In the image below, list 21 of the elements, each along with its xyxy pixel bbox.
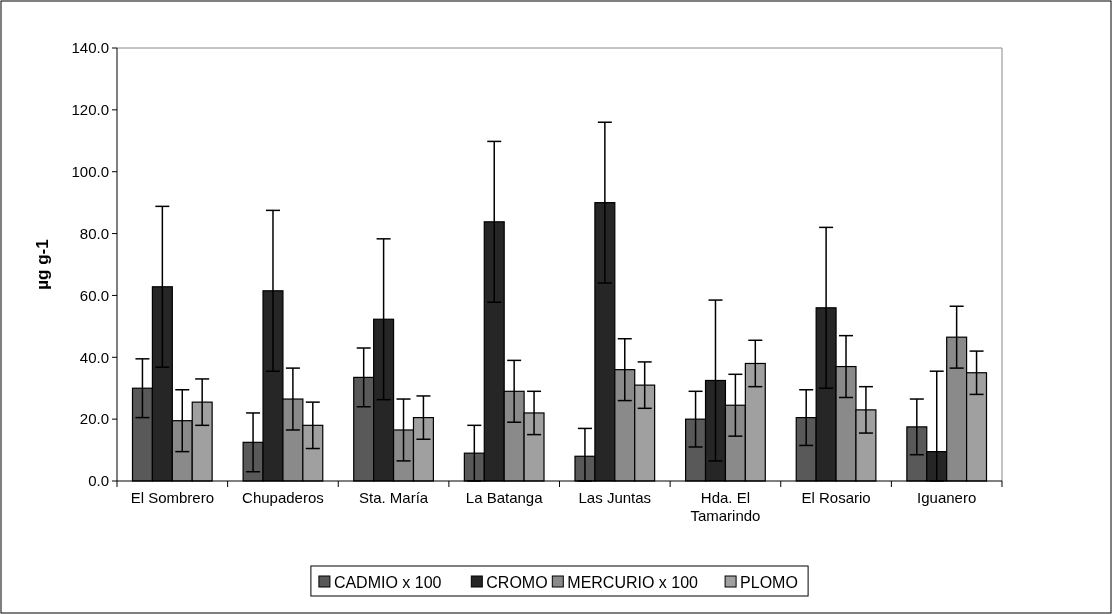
x-tick-label: Las Juntas: [578, 489, 652, 506]
legend-label: PLOMO: [740, 573, 798, 591]
y-axis-title: µg g-1: [33, 239, 52, 290]
x-tick-label: El Sombrero: [130, 489, 214, 506]
x-tick-label: El Rosario: [801, 489, 871, 506]
x-tick-label: Hda. El Tamarindo: [690, 489, 761, 524]
y-tick-label: 140.0: [71, 39, 109, 57]
legend-label: CROMO: [486, 573, 548, 591]
x-tick-label: Iguanero: [917, 489, 977, 506]
y-tick-label: 40.0: [79, 348, 109, 366]
x-tick-label: Chupaderos: [242, 489, 324, 506]
y-tick-label: 0.0: [88, 472, 109, 490]
legend-label: MERCURIO x 100: [567, 573, 699, 591]
legend-label: CADMIO x 100: [333, 573, 442, 591]
y-tick-label: 80.0: [79, 224, 109, 242]
y-tick-label: 60.0: [79, 286, 109, 304]
x-tick-label: Sta. María: [358, 489, 429, 506]
y-tick-label: 100.0: [71, 162, 109, 180]
y-tick-label: 20.0: [79, 410, 109, 428]
y-tick-label: 120.0: [71, 101, 109, 119]
x-tick-label: La Batanga: [465, 489, 544, 506]
